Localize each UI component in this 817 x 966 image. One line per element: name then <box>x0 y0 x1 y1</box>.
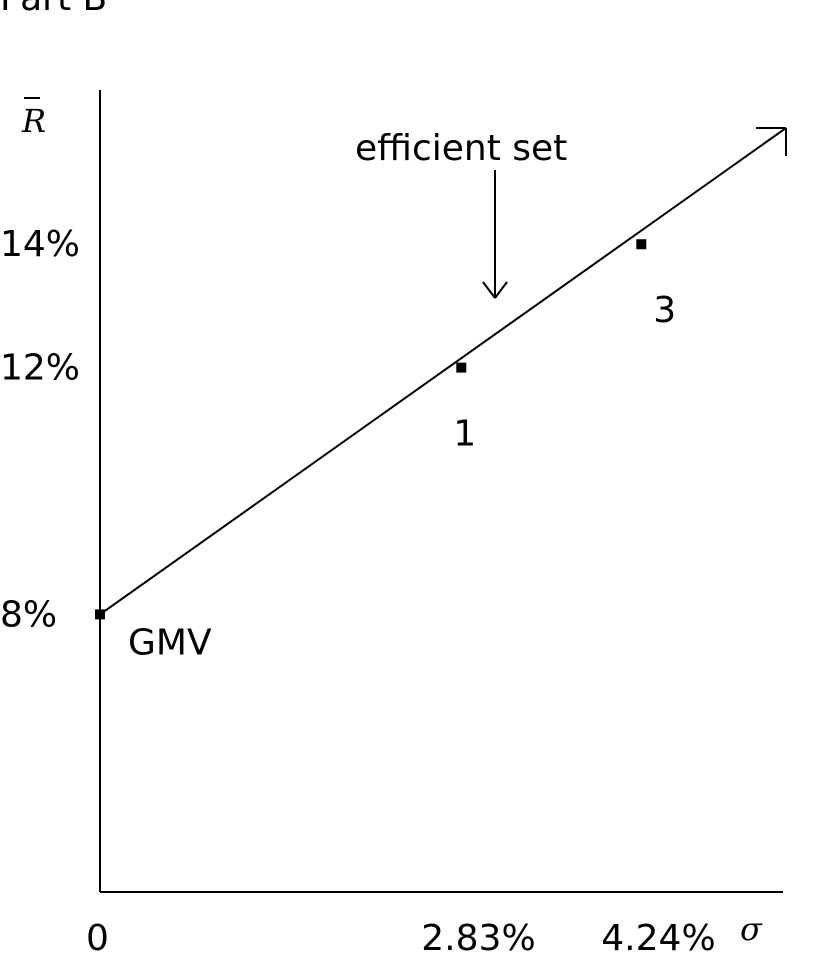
page-header: Part B <box>0 0 107 19</box>
y-tick-label: 8% <box>0 594 57 635</box>
annotation-arrow-head <box>482 281 496 299</box>
x-tick-label: 0 <box>86 918 109 959</box>
y-axis-label: R <box>21 102 46 140</box>
data-point <box>456 362 467 373</box>
point-label: 1 <box>453 414 476 455</box>
axes <box>99 90 783 893</box>
x-tick-label: 4.24% <box>601 918 715 959</box>
ticks-layer: 8% 12% 14% 0 2.83% 4.24% <box>0 224 716 959</box>
x-axis-label: σ <box>740 910 763 948</box>
data-point <box>636 239 647 250</box>
point-label: 3 <box>653 290 676 331</box>
point-label: GMV <box>128 622 212 663</box>
y-tick-label: 12% <box>0 348 80 389</box>
annotation-arrow-head <box>494 281 508 299</box>
annotation-label: efficient set <box>355 128 567 169</box>
data-point <box>95 609 105 620</box>
efficient-set-line <box>99 127 787 616</box>
y-tick-label: 14% <box>0 224 80 265</box>
points-layer: GMV 1 3 <box>95 239 676 663</box>
x-tick-label: 2.83% <box>421 918 535 959</box>
annotation-layer: efficient set <box>355 128 567 299</box>
series-layer <box>99 127 787 616</box>
